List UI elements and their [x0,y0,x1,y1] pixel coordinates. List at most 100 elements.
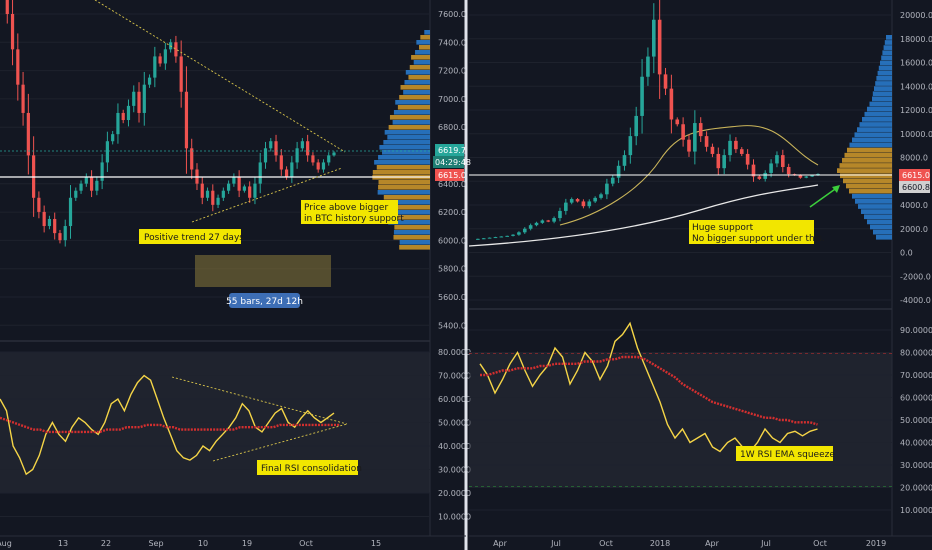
candle-body [100,162,104,181]
teal-price-tag [435,144,464,156]
time-tick-label: Oct [299,539,313,548]
right-current-price-tag [899,169,930,181]
volume-profile-bar [847,147,892,153]
volume-profile-bar [854,132,892,138]
left-time-axis[interactable]: Aug 13 22 Sep 10 19 Oct 15 [0,539,381,548]
time-tick-label: 19 [242,539,252,548]
candle-body [728,140,732,156]
candle-body [781,155,785,167]
candle-body [316,162,320,170]
right-rsi-ema-line [480,355,818,426]
candle-body [10,14,15,50]
candle-body [174,42,178,57]
rsi-annotation-box [257,460,358,475]
volume-profile-bar [849,188,892,194]
candle-body [16,49,20,85]
candle-body [599,194,603,198]
volume-profile-bar [377,190,430,195]
candle-body [53,218,57,234]
price-tick-label: 7200.0 [438,67,466,76]
candle-body [227,183,231,191]
huge-support-line2: No bigger support under this. [692,234,825,244]
candle-body [511,234,515,236]
price-tick-label: 8000.0 [900,154,928,163]
right-rsi-annotation-box [736,446,833,461]
arrow-shaft[interactable] [809,186,839,208]
candle-body [327,155,331,163]
candle-body [540,220,545,223]
candle-body [200,183,204,198]
volume-profile-bar [399,95,430,100]
price-tick-label: 7600.0 [438,10,466,19]
candle-body [311,155,315,163]
left-price-axis[interactable]: 7600.07400.07200.07000.06800.06600.06400… [438,10,466,330]
candle-body [121,112,125,121]
descending-trendline[interactable] [94,0,346,153]
candle-body [657,19,662,75]
range-label: 55 bars, 27d 12h [226,297,303,307]
candle-body [158,56,162,64]
volume-profile-bar [882,50,892,56]
candle-body [221,190,225,198]
candle-body [279,155,283,170]
right-time-axis[interactable]: Apr Jul Oct 2018 Apr Jul Oct 2019 [493,539,886,548]
range-measure-box[interactable] [195,255,331,287]
candle-body [290,162,294,177]
candle-body [605,183,609,195]
rsi-tick-label: 80.0000 [900,349,932,358]
volume-profile-bar [843,178,892,184]
candle-body [493,237,498,239]
volume-profile-bar [388,220,430,225]
volume-profile-bar [872,91,892,97]
candle-body [147,77,152,85]
candle-body [505,235,509,237]
right-rsi-axis[interactable]: 90.0000 80.0000 70.0000 60.0000 50.0000 40.00… [900,326,932,515]
candle-body [534,222,539,226]
candle-body [274,141,278,156]
volume-profile-bar [859,122,892,127]
left-price-grid [0,13,430,326]
candle-body [205,190,210,198]
volume-profile-bar [397,105,430,110]
left-volume-profile [372,30,430,250]
time-tick-label: Oct [599,539,613,548]
volume-profile-bar [379,145,430,150]
time-tick-label: Oct [813,539,827,548]
volume-profile-bar [852,193,892,199]
candle-body [47,218,52,227]
candle-body [810,175,814,177]
candle-body [163,49,167,64]
volume-profile-bar [416,40,430,45]
volume-profile-bar [394,225,430,230]
volume-profile-bar [408,75,430,80]
rsi-lower-trendline[interactable] [212,423,348,462]
volume-profile-bar [400,85,430,90]
volume-profile-bar [874,86,892,91]
price-tick-label: 4000.0 [900,201,928,210]
volume-profile-bar [846,183,892,189]
price-tick-label: -2000.0 [900,272,931,281]
candle-body [21,84,25,113]
candle-body [569,199,574,203]
candle-body [184,91,189,149]
candle-body [616,165,621,178]
candle-body [111,134,115,142]
candle-body [487,237,492,239]
volume-profile-bar [876,234,892,240]
right-price-grid [469,14,892,301]
candle-body [263,148,268,163]
left-rsi-grid [0,351,430,517]
candle-body [242,186,247,191]
ascending-trendline[interactable] [191,167,343,223]
candle-body [126,105,131,121]
volume-profile-bar [842,158,892,163]
time-tick-label: Jul [550,539,561,548]
left-rsi-axis[interactable]: 80.0000 70.0000 60.0000 50.0000 40.0000 30.00… [438,348,471,522]
rsi-tick-label: 70.0000 [438,372,471,381]
right-ma-price-tag [899,181,930,193]
price-tick-label: 0.0 [900,249,913,258]
volume-profile-bar [383,140,430,145]
candle-body [587,201,592,207]
right-candles [476,0,820,240]
volume-profile-bar [883,45,892,50]
